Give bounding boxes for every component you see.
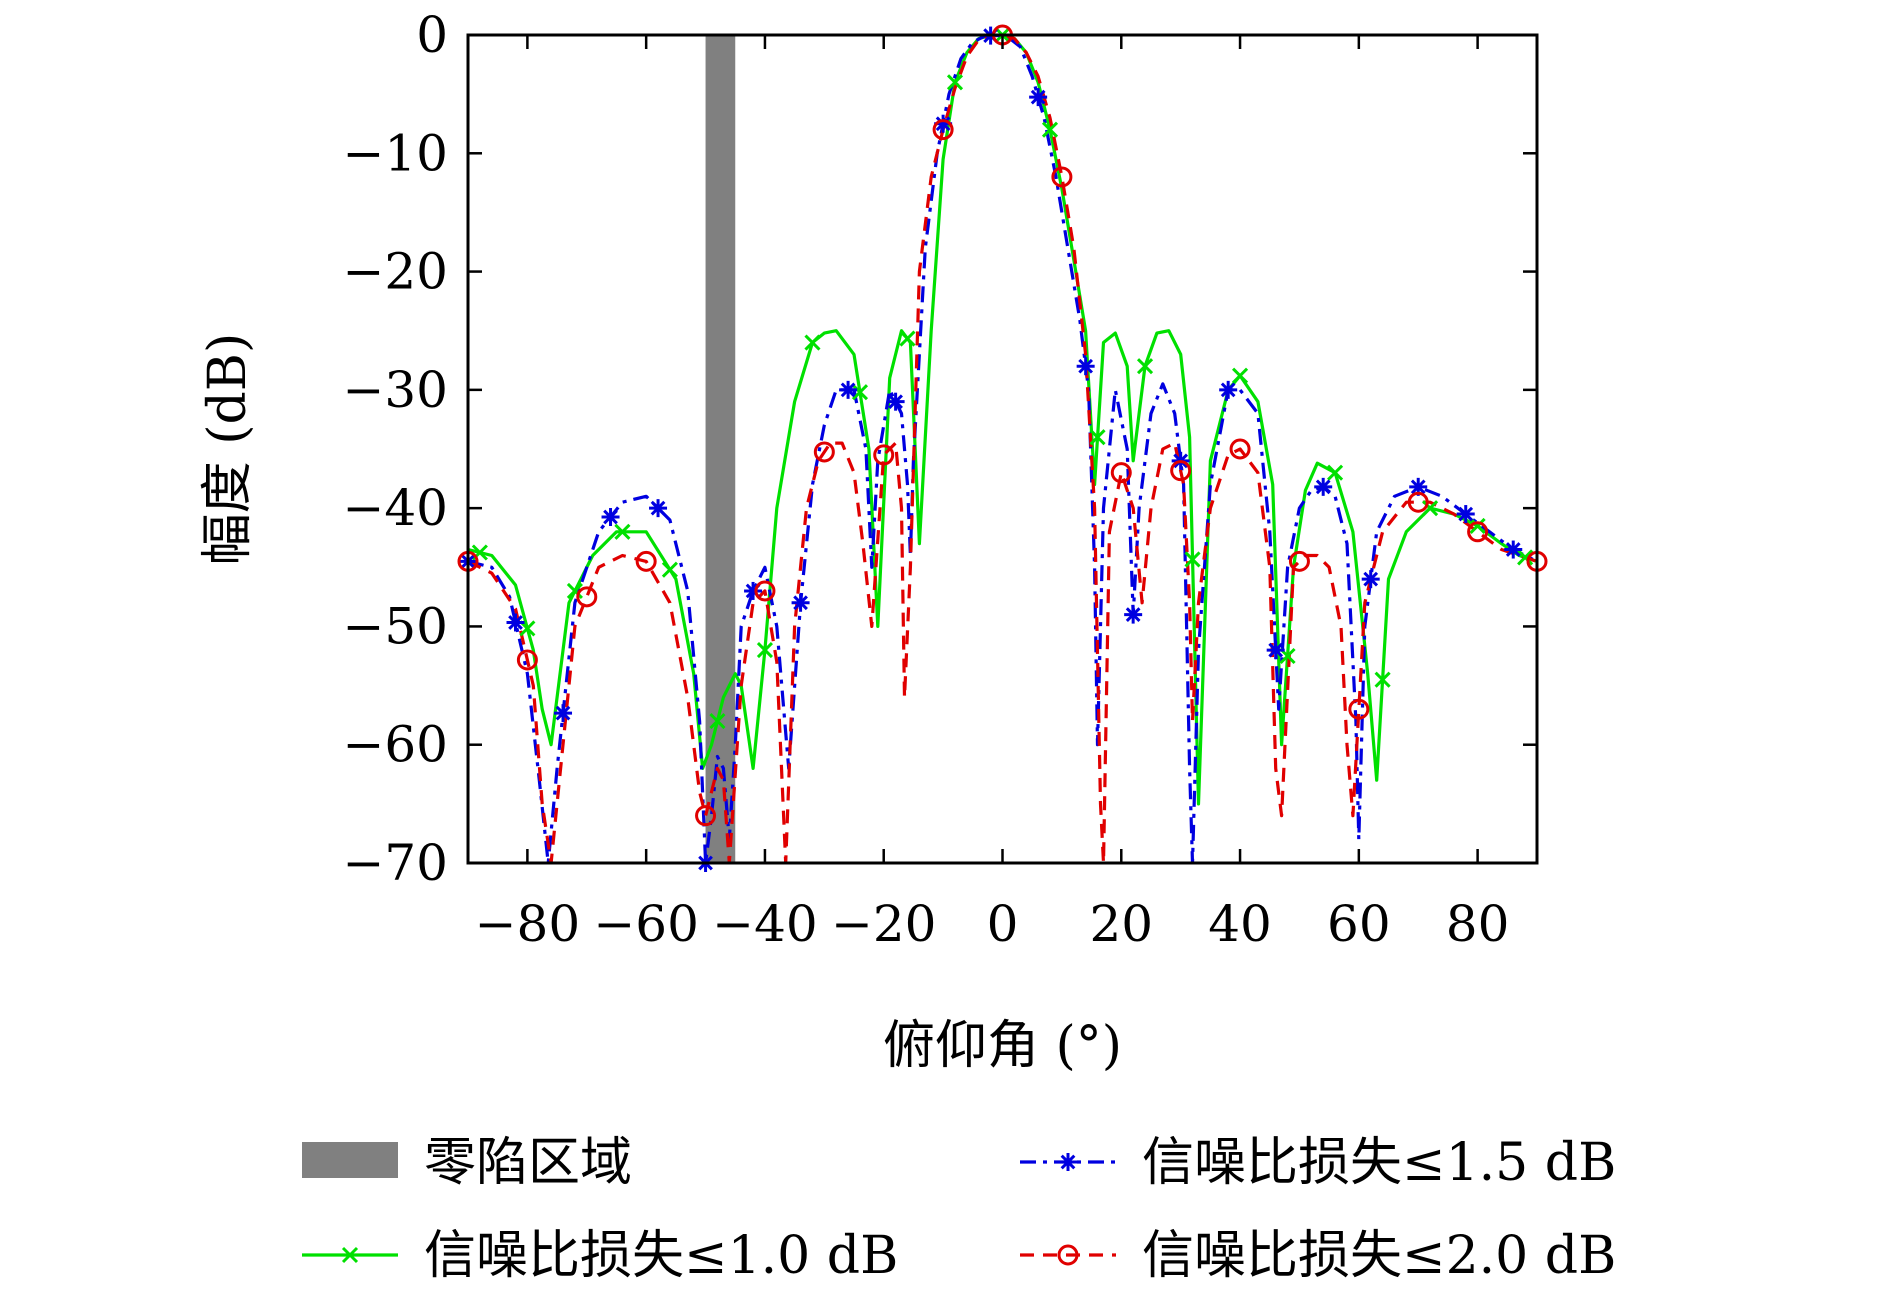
series-2-marker — [1504, 540, 1523, 559]
series-3-marker — [1407, 491, 1429, 513]
x-tick-label: 60 — [1327, 895, 1391, 953]
series-2-marker — [649, 499, 668, 518]
series-1-marker — [756, 642, 774, 659]
series-3-marker — [873, 444, 895, 466]
series-line-1 — [468, 35, 1537, 806]
legend-entry: 信噪比损失≤1.0 dB — [302, 1226, 898, 1286]
series-2-marker — [1314, 477, 1333, 496]
x-tick-label: −40 — [712, 895, 818, 953]
series-3-marker — [576, 586, 598, 608]
legend-swatch-null-region — [302, 1142, 398, 1178]
series-1-marker — [566, 582, 583, 600]
series-3-marker — [1229, 438, 1251, 460]
y-tick-label: −40 — [342, 479, 448, 537]
series-3-marker — [813, 441, 835, 463]
series-3-marker — [1170, 460, 1192, 482]
legend-swatch-marker — [1057, 1244, 1079, 1266]
legend-swatch-marker — [1059, 1153, 1077, 1171]
series-2-marker — [1361, 570, 1380, 589]
x-tick-label: 40 — [1208, 895, 1272, 953]
series-1-marker — [1136, 358, 1154, 375]
y-tick-label: −30 — [342, 361, 448, 419]
x-tick-label: −80 — [475, 895, 581, 953]
legend-label: 信噪比损失≤1.5 dB — [1142, 1133, 1616, 1193]
x-tick-label: 80 — [1446, 895, 1510, 953]
x-tick-label: 20 — [1089, 895, 1153, 953]
series-line-2 — [468, 35, 1537, 863]
series-3-marker — [1467, 521, 1489, 543]
legend-entry: 信噪比损失≤2.0 dB — [1020, 1226, 1616, 1286]
series-2-marker — [1266, 641, 1285, 660]
series-3-marker — [1348, 698, 1370, 720]
series-2-marker — [1456, 505, 1475, 524]
y-tick-label: −50 — [342, 597, 448, 655]
series-2-marker — [839, 380, 858, 399]
series-3-marker — [754, 580, 776, 602]
series-2-marker — [1219, 380, 1238, 399]
series-1-marker — [1231, 367, 1249, 384]
legend: 零陷区域 信噪比损失≤1.5 dB 信噪比损失≤1.0 dB 信噪比损失≤2.0 dB — [302, 1133, 1616, 1286]
series-2-marker — [886, 392, 905, 411]
x-tick-label: −20 — [831, 895, 937, 953]
series-3-marker — [635, 550, 657, 572]
legend-label: 信噪比损失≤1.0 dB — [424, 1226, 898, 1286]
legend-entry: 信噪比损失≤1.5 dB — [1020, 1133, 1616, 1193]
series-3-marker — [695, 805, 717, 827]
series-1-marker — [851, 384, 869, 401]
series-3-marker — [1288, 550, 1310, 572]
y-tick-label: 0 — [416, 6, 448, 64]
y-tick-label: −70 — [342, 834, 448, 892]
legend-entry: 零陷区域 — [302, 1133, 632, 1193]
x-tick-label: −60 — [593, 895, 699, 953]
series-1-marker — [1327, 464, 1344, 481]
series-2-marker — [506, 613, 525, 632]
x-axis-title: 俯仰角 (°) — [883, 1016, 1122, 1076]
series-2-marker — [1124, 605, 1143, 624]
null-region-band — [705, 35, 736, 863]
series-3-marker — [516, 649, 538, 671]
series-1-marker — [946, 74, 964, 91]
series-1-marker — [1374, 671, 1391, 688]
series-3-marker — [1110, 462, 1132, 484]
series-1-marker — [1089, 429, 1106, 446]
series-1-marker — [1184, 551, 1201, 568]
legend-swatch-marker — [341, 1246, 359, 1264]
series-1-marker — [614, 523, 631, 540]
series-2-marker — [1029, 88, 1048, 107]
series-1-marker — [661, 561, 678, 578]
legend-label: 零陷区域 — [424, 1133, 632, 1193]
y-tick-label: −60 — [342, 716, 448, 774]
series-3-marker — [1051, 166, 1073, 188]
y-tick-label: −10 — [342, 124, 448, 182]
series-2-marker — [1409, 477, 1428, 496]
series-1-marker — [804, 334, 821, 351]
series-2-marker — [1076, 357, 1095, 376]
series-1-marker — [899, 330, 916, 347]
plot-frame — [466, 33, 1539, 865]
series-1-marker — [1517, 549, 1534, 566]
series-2-marker — [554, 704, 573, 723]
series-1-marker — [1469, 517, 1486, 534]
legend-label: 信噪比损失≤2.0 dB — [1142, 1226, 1616, 1286]
x-tick-label: 0 — [987, 895, 1019, 953]
series-1-marker — [709, 712, 726, 730]
series-2-marker — [601, 508, 620, 527]
series-2-marker — [791, 593, 810, 612]
series-3-marker — [932, 119, 954, 141]
series-line-3 — [468, 35, 1537, 863]
series-1-marker — [1422, 500, 1439, 517]
y-tick-label: −20 — [342, 243, 448, 301]
series-1-marker — [1041, 121, 1059, 138]
y-axis-title: 幅度 (dB) — [198, 333, 258, 566]
